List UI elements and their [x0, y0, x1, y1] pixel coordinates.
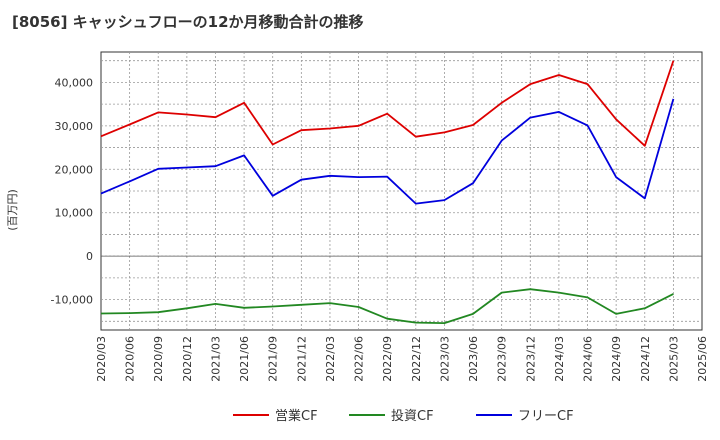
x-tick-label: 2024/12 — [639, 336, 652, 382]
x-tick-label: 2024/09 — [610, 336, 623, 382]
x-tick-label: 2021/09 — [267, 336, 280, 382]
y-tick-label: 30,000 — [55, 120, 94, 133]
x-tick-label: 2022/09 — [381, 336, 394, 382]
x-tick-label: 2020/09 — [152, 336, 165, 382]
legend: 営業CF 投資CF フリーCF — [233, 408, 574, 424]
x-tick-label: 2025/03 — [667, 336, 680, 382]
x-tick-label: 2023/12 — [524, 336, 537, 382]
x-tick-label: 2020/03 — [95, 336, 108, 382]
x-tick-label: 2024/06 — [582, 336, 595, 382]
x-tick-label: 2021/06 — [238, 336, 251, 382]
y-tick-label: -10,000 — [51, 294, 93, 307]
series-line-フリーCF — [100, 98, 675, 205]
x-axis-ticks: 2020/03 2020/06 2020/09 2020/12 2021/03 2021/… — [95, 336, 709, 382]
x-tick-label: 2024/03 — [553, 336, 566, 382]
x-tick-label: 2022/06 — [353, 336, 366, 382]
chart-title: [8056] キャッシュフローの12か月移動合計の推移 — [12, 13, 364, 31]
y-tick-label: 0 — [86, 250, 93, 263]
y-tick-label: 40,000 — [55, 76, 94, 89]
x-tick-label: 2020/06 — [124, 336, 137, 382]
series-lines — [100, 60, 675, 325]
legend-label: 投資CF — [391, 408, 434, 424]
y-axis-ticks: 40,000 30,000 20,000 10,000 0 -10,000 — [51, 76, 93, 306]
y-tick-label: 20,000 — [55, 163, 94, 176]
x-tick-label: 2025/06 — [696, 336, 709, 382]
series-line-投資CF — [100, 288, 674, 325]
series-line-営業CF — [100, 60, 675, 147]
y-tick-label: 10,000 — [55, 207, 94, 220]
x-tick-label: 2021/12 — [295, 336, 308, 382]
x-tick-label: 2022/12 — [410, 336, 423, 382]
legend-label: フリーCF — [518, 409, 574, 424]
x-tick-label: 2023/09 — [496, 336, 509, 382]
x-tick-label: 2021/03 — [209, 336, 222, 382]
x-tick-label: 2020/12 — [181, 336, 194, 382]
x-tick-label: 2023/06 — [467, 336, 480, 382]
x-tick-label: 2023/03 — [438, 336, 451, 382]
x-tick-label: 2022/03 — [324, 336, 337, 382]
legend-label: 営業CF — [275, 408, 318, 424]
